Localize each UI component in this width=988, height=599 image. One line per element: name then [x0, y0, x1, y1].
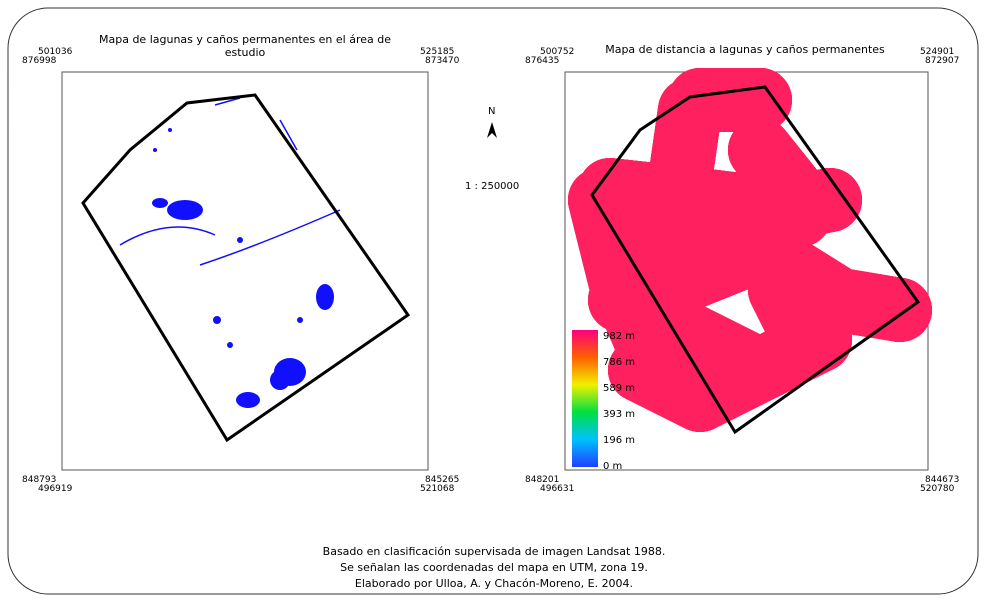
left-title: Mapa de lagunas y caños permanentes en e… [80, 33, 410, 59]
footer-line: Se señalan las coordenadas del mapa en U… [0, 561, 988, 574]
footer-line: Basado en clasificación supervisada de i… [0, 545, 988, 558]
legend-label: 196 m [603, 435, 635, 446]
left-map-frame [62, 72, 428, 470]
coord: 876998 [22, 57, 56, 66]
legend-label: 982 m [603, 331, 635, 342]
legend-label: 0 m [603, 461, 622, 472]
coord: 873470 [425, 57, 459, 66]
coord: 872907 [925, 57, 959, 66]
legend-label: 393 m [603, 409, 635, 420]
coord: 521068 [420, 485, 454, 494]
right-title: Mapa de distancia a lagunas y caños perm… [580, 43, 910, 56]
figure: Mapa de lagunas y caños permanentes en e… [0, 0, 988, 599]
coord: 520780 [920, 485, 954, 494]
legend-colorbar [572, 330, 598, 467]
footer-line: Elaborado por Ulloa, A. y Chacón-Moreno,… [0, 577, 988, 590]
coord: 496631 [540, 485, 574, 494]
map-graphics [0, 0, 988, 599]
coord: 496919 [38, 485, 72, 494]
legend-label: 786 m [603, 357, 635, 368]
scale: 1 : 250000 [465, 181, 519, 192]
north-label: N [488, 106, 495, 117]
coord: 876435 [525, 57, 559, 66]
legend-label: 589 m [603, 383, 635, 394]
